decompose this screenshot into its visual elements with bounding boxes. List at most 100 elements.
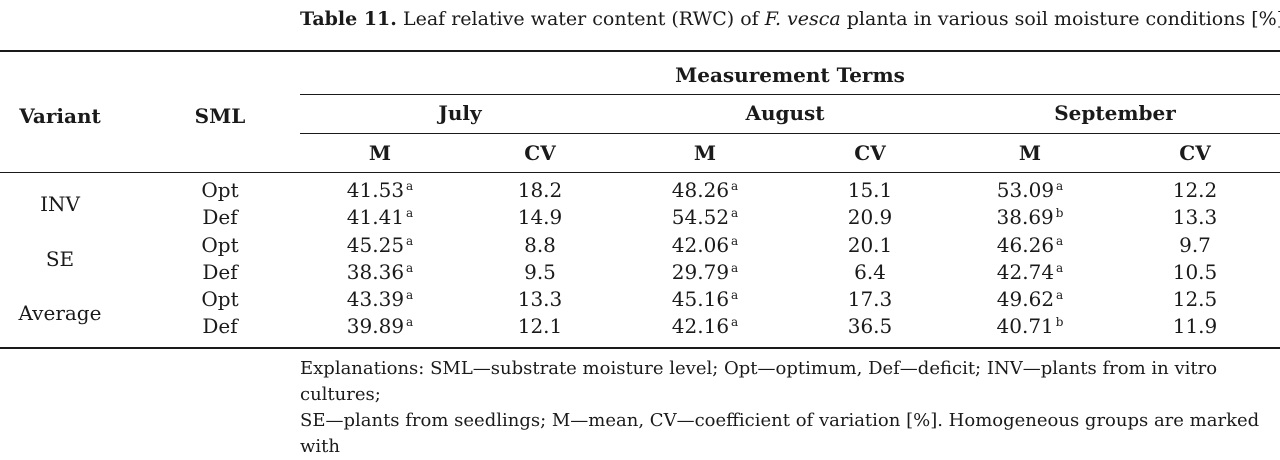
cell-value: 46.26 [996, 233, 1055, 257]
cell-value: 42.16 [671, 314, 730, 338]
cell-value: 14.9 [517, 205, 563, 229]
homogeneous-group-marker: a [406, 315, 414, 329]
cell-august-cv: 20.1 [790, 232, 950, 258]
homogeneous-group-marker: b [1055, 206, 1064, 220]
cell-value: 13.3 [517, 287, 563, 311]
cell-september-cv: 12.5 [1110, 286, 1280, 312]
cell-value: 41.41 [346, 205, 405, 229]
header-month-september: September [1054, 101, 1176, 125]
homogeneous-group-marker: a [731, 288, 739, 302]
cell-value: 54.52 [671, 205, 730, 229]
cell-value: Opt [201, 287, 239, 311]
cell-july-cv: 13.3 [460, 286, 620, 312]
homogeneous-group-marker: a [1056, 234, 1064, 248]
cell-august-cv: 17.3 [790, 286, 950, 312]
header-august-m: M [693, 141, 717, 165]
top-rule [0, 50, 1280, 52]
cell-value: 43.39 [346, 287, 405, 311]
table-note: Explanations: SML—substrate moisture lev… [300, 356, 1275, 460]
cell-value: Def [202, 260, 238, 284]
cell-value: 11.9 [1172, 314, 1218, 338]
cell-value: 10.5 [1172, 260, 1218, 284]
homogeneous-group-marker: a [406, 261, 414, 275]
cell-value: 53.09 [996, 178, 1055, 202]
cell-september-m: 40.71 b [950, 313, 1110, 339]
cell-value: 42.06 [671, 233, 730, 257]
bottom-rule [0, 347, 1280, 349]
cell-july-m: 41.41 a [300, 204, 460, 230]
note-line-2: SE—plants from seedlings; M—mean, CV—coe… [300, 410, 1260, 457]
cell-value: 42.74 [996, 260, 1055, 284]
cell-value: Opt [201, 233, 239, 257]
cell-september-cv: 11.9 [1110, 313, 1280, 339]
homogeneous-group-marker: a [731, 261, 739, 275]
cell-august-cv: 36.5 [790, 313, 950, 339]
caption-label: Table 11. [300, 8, 397, 30]
homogeneous-group-marker: a [406, 206, 414, 220]
variant-label: INV [40, 192, 80, 216]
caption-species: F. vesca [764, 8, 841, 30]
cell-value: 45.25 [346, 233, 405, 257]
cell-july-m: 41.53 a [300, 177, 460, 203]
cell-july-cv: 12.1 [460, 313, 620, 339]
cell-july-cv: 8.8 [460, 232, 620, 258]
cell-july-cv: 9.5 [460, 259, 620, 285]
cell-value: 12.1 [517, 314, 563, 338]
cell-value: 9.7 [1179, 233, 1211, 257]
cell-value: 20.9 [847, 205, 893, 229]
header-rule [0, 172, 1280, 173]
cell-value: 18.2 [517, 178, 563, 202]
cell-september-m: 46.26 a [950, 232, 1110, 258]
header-sml: SML [194, 104, 246, 128]
cell-august-m: 42.06 a [620, 232, 790, 258]
cell-value: 20.1 [847, 233, 893, 257]
cell-value: Opt [201, 178, 239, 202]
cell-july-m: 43.39 a [300, 286, 460, 312]
cell-august-m: 29.79 a [620, 259, 790, 285]
homogeneous-group-marker: a [406, 179, 414, 193]
header-july-cv: CV [524, 141, 556, 165]
cell-september-m: 38.69 b [950, 204, 1110, 230]
cell-sml: Opt [150, 177, 290, 203]
header-september-m: M [1018, 141, 1042, 165]
cell-september-cv: 13.3 [1110, 204, 1280, 230]
cell-value: Def [202, 205, 238, 229]
cell-value: 38.36 [346, 260, 405, 284]
cell-sml: Def [150, 204, 290, 230]
homogeneous-group-marker: a [406, 288, 414, 302]
header-month-july: July [438, 101, 482, 125]
cell-august-cv: 6.4 [790, 259, 950, 285]
cell-july-cv: 14.9 [460, 204, 620, 230]
cell-august-m: 42.16 a [620, 313, 790, 339]
homogeneous-group-marker: a [731, 179, 739, 193]
homogeneous-group-marker: a [731, 234, 739, 248]
cell-july-cv: 18.2 [460, 177, 620, 203]
header-month-august: August [745, 101, 825, 125]
cell-value: 41.53 [346, 178, 405, 202]
variant-label: Average [18, 301, 102, 325]
cell-august-m: 54.52 a [620, 204, 790, 230]
homogeneous-group-marker: a [731, 206, 739, 220]
caption-text-before: Leaf relative water content (RWC) of [402, 8, 765, 30]
table-caption: Table 11. Leaf relative water content (R… [300, 8, 1280, 30]
homogeneous-group-marker: a [1056, 261, 1064, 275]
cell-sml: Opt [150, 232, 290, 258]
cell-value: 15.1 [847, 178, 893, 202]
cell-september-cv: 10.5 [1110, 259, 1280, 285]
cell-july-m: 39.89 a [300, 313, 460, 339]
measurement-terms-rule [300, 94, 1280, 95]
cell-september-cv: 9.7 [1110, 232, 1280, 258]
header-variant: Variant [19, 104, 101, 128]
header-july-m: M [368, 141, 392, 165]
cell-value: 9.5 [524, 260, 556, 284]
homogeneous-group-marker: a [731, 315, 739, 329]
cell-september-m: 53.09 a [950, 177, 1110, 203]
header-measurement-terms: Measurement Terms [675, 63, 905, 87]
cell-august-m: 48.26 a [620, 177, 790, 203]
cell-july-m: 45.25 a [300, 232, 460, 258]
cell-value: 6.4 [854, 260, 886, 284]
cell-september-m: 42.74 a [950, 259, 1110, 285]
cell-value: 48.26 [671, 178, 730, 202]
variant-label: SE [45, 247, 75, 271]
header-august-cv: CV [854, 141, 886, 165]
